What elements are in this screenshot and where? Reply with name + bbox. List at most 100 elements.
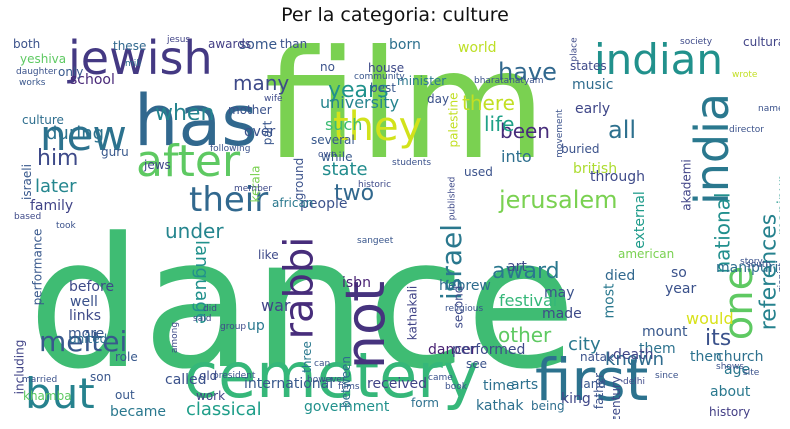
cloud-word: minister	[397, 74, 447, 88]
cloud-word: old	[199, 369, 218, 383]
cloud-word: group	[220, 322, 247, 332]
cloud-word: award	[492, 259, 560, 284]
cloud-word: mill	[125, 59, 142, 69]
cloud-word: natak	[580, 350, 614, 364]
cloud-word: hebrew	[439, 278, 491, 294]
cloud-word: some	[239, 37, 278, 53]
cloud-word: death	[613, 347, 654, 363]
cloud-word: known	[605, 349, 664, 370]
cloud-word: world	[458, 40, 497, 56]
cloud-word: more	[68, 326, 105, 342]
cloud-word: among	[170, 321, 181, 354]
cloud-word: only	[58, 65, 84, 79]
cloud-word: born	[389, 37, 421, 53]
cloud-word: such	[325, 115, 363, 134]
cloud-word: role	[115, 350, 138, 364]
cloud-word: land	[580, 377, 606, 391]
cloud-word: him	[37, 146, 79, 171]
cloud-word: bharatanatyam	[474, 76, 544, 86]
cloud-word: religious	[445, 304, 484, 314]
cloud-word: dancer	[428, 342, 477, 358]
cloud-word: about	[710, 384, 751, 400]
cloud-word: ground	[292, 157, 307, 201]
cloud-word: shows	[716, 362, 744, 372]
cloud-word: since	[655, 371, 679, 381]
cloud-word: united	[69, 332, 108, 346]
cloud-word: house	[368, 61, 405, 75]
cloud-word: would	[686, 309, 734, 328]
cloud-word: but	[25, 369, 95, 418]
cloud-word: both	[13, 37, 41, 51]
cloud-word: did	[203, 304, 217, 314]
cloud-word: american	[618, 247, 675, 261]
cloud-word: jerusalem	[499, 186, 618, 214]
cloud-word: city	[568, 334, 601, 355]
cloud-word: people	[300, 196, 348, 212]
cloud-word: up	[247, 318, 265, 334]
cloud-word: can	[314, 359, 331, 369]
cloud-word: life	[484, 112, 515, 136]
cloud-word: out	[115, 388, 135, 402]
cloud-word: mount	[642, 324, 688, 340]
cloud-word: when	[155, 101, 215, 126]
cloud-word: arts	[511, 377, 539, 393]
cloud-word: guru	[101, 145, 129, 159]
cloud-word: performed	[452, 342, 526, 358]
cloud-word: years	[328, 78, 389, 103]
cloud-word: died	[605, 268, 636, 284]
cloud-word: mother	[228, 103, 272, 117]
cloud-word: many	[233, 71, 290, 95]
cloud-word: director	[729, 125, 764, 135]
cloud-word: films	[338, 382, 360, 392]
cloud-word: became	[110, 404, 167, 419]
cloud-word: two	[334, 181, 375, 206]
cloud-word: published	[447, 176, 458, 221]
cloud-word: three	[299, 341, 314, 373]
cloud-word: story	[740, 257, 763, 267]
cloud-word: buried	[561, 142, 600, 156]
cloud-word: war	[261, 296, 291, 315]
cloud-word: while	[321, 150, 353, 164]
cloud-word: performance	[30, 228, 45, 306]
cloud-word: church	[716, 349, 764, 365]
cloud-word: rabbi	[276, 236, 323, 340]
cloud-word: cultural	[743, 35, 780, 49]
cloud-word: book	[445, 382, 467, 392]
cloud-word: manipuri	[716, 260, 779, 276]
cloud-word: khamba	[23, 389, 72, 403]
cloud-word: day	[427, 92, 450, 106]
cloud-word: over	[244, 124, 276, 140]
cloud-word: after	[136, 136, 241, 187]
cloud-word: sangeet	[357, 236, 394, 246]
cloud-word: father	[592, 372, 607, 410]
cloud-word: students	[392, 158, 432, 168]
cloud-word: external	[631, 191, 648, 249]
cloud-word: society	[680, 37, 713, 47]
cloud-word: community	[354, 72, 405, 82]
cloud-word: president	[213, 371, 256, 381]
cloud-word: son	[90, 370, 112, 384]
cloud-word: however	[307, 375, 346, 385]
cloud-word: age	[724, 362, 751, 378]
cloud-word: most	[601, 283, 618, 319]
cloud-word: so	[671, 265, 687, 281]
cloud-word: following	[210, 144, 251, 154]
cloud-word: time	[483, 378, 515, 394]
cloud-word: dance	[28, 200, 577, 409]
cloud-word: israeli	[19, 164, 34, 200]
cloud-word: took	[56, 221, 76, 231]
cloud-word: meitei	[39, 325, 128, 358]
cloud-word: first	[535, 346, 649, 414]
cloud-word: state	[322, 159, 368, 180]
cloud-word: british	[573, 161, 618, 177]
cloud-word: international	[244, 376, 334, 392]
cloud-word: during	[46, 123, 105, 144]
cloud-word: works	[19, 78, 46, 88]
cloud-word: links	[69, 308, 102, 324]
cloud-word: kathak	[476, 398, 524, 414]
cloud-word: career	[527, 418, 572, 419]
cloud-word: like	[258, 248, 279, 262]
cloud-word: well	[70, 294, 98, 310]
cloud-word: culture	[22, 113, 64, 127]
cloud-word: states	[570, 59, 607, 73]
